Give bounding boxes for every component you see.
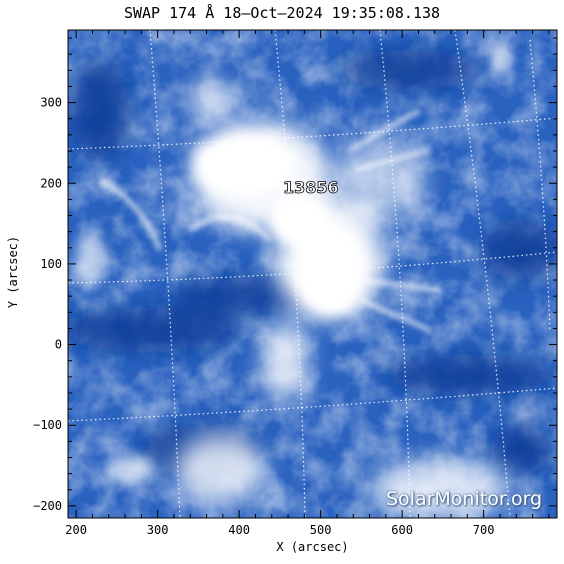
figure-title: SWAP 174 Å 18–Oct–2024 19:35:08.138 [123, 4, 441, 22]
y-tick-label: 100 [40, 257, 62, 271]
x-tick-label: 400 [228, 523, 250, 537]
solar-image [68, 30, 557, 518]
y-tick-label: 0 [55, 338, 62, 352]
x-axis-label: X (arcsec) [276, 540, 349, 554]
solarmonitor-watermark: SolarMonitor.org [386, 488, 543, 510]
y-tick-label: −200 [33, 499, 62, 513]
y-axis-label: Y (arcsec) [6, 235, 20, 309]
x-tick-label: 300 [147, 523, 169, 537]
plot-frame [67, 29, 558, 519]
x-tick-label: 500 [310, 523, 332, 537]
heliographic-grid [68, 30, 557, 518]
x-tick-label: 200 [65, 523, 87, 537]
y-tick-label: 300 [40, 96, 62, 110]
axis-tick-labels: 200 300 400 500 600 700 300 200 100 0 −100 −200 [33, 96, 494, 537]
x-tick-label: 600 [391, 523, 413, 537]
x-tick-label: 700 [473, 523, 495, 537]
y-tick-label: 200 [40, 176, 62, 190]
y-tick-label: −100 [33, 418, 62, 432]
axis-ticks [68, 30, 557, 518]
active-region-label: 13856 [283, 178, 339, 198]
